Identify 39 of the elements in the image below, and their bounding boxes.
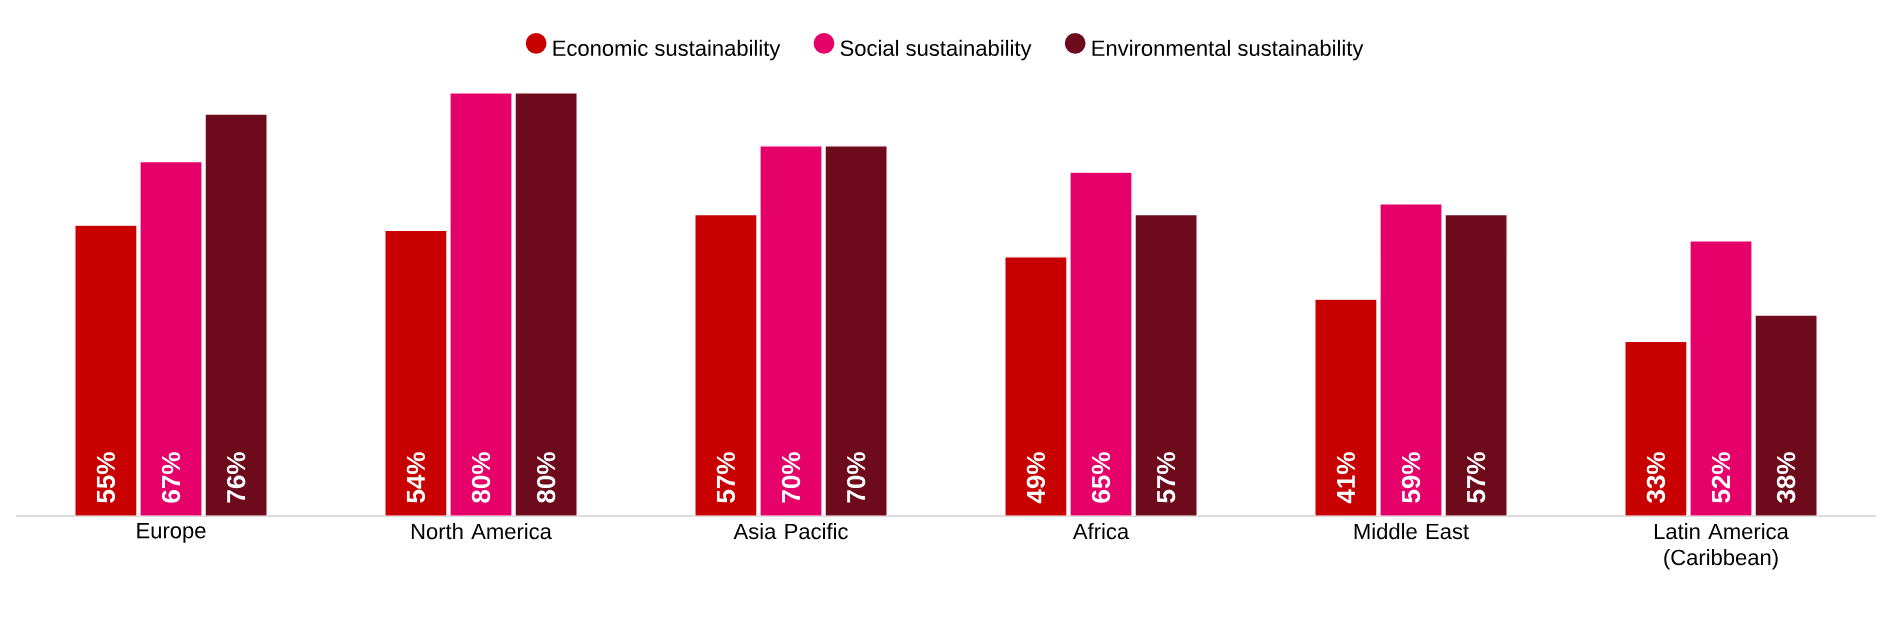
bar: [824, 145, 888, 516]
x-tick-label: Europe: [137, 523, 206, 543]
bar: [139, 161, 203, 516]
data-label: 57%: [716, 452, 736, 503]
x-tick-label: Asia Pacific: [733, 523, 848, 540]
data-label: 38%: [1776, 452, 1796, 503]
data-label: 70%: [846, 452, 866, 503]
legend-label: Environmental sustainability: [1092, 39, 1364, 61]
bar: [204, 113, 268, 516]
bar: [1754, 314, 1818, 516]
bar: [1444, 213, 1508, 516]
data-label: 54%: [406, 452, 426, 503]
x-tick-label: Africa: [1072, 523, 1130, 540]
bar: [449, 92, 513, 516]
data-label: 76%: [226, 452, 246, 503]
bar: [1134, 213, 1198, 516]
bar: [1379, 203, 1443, 516]
data-label: 65%: [1091, 452, 1111, 503]
data-label: 57%: [1466, 452, 1486, 503]
data-label: 52%: [1711, 452, 1731, 503]
data-label: 55%: [96, 452, 116, 503]
legend-label: Economic sustainability: [553, 39, 781, 61]
bar: [1689, 240, 1753, 516]
data-label: 57%: [1156, 452, 1176, 503]
x-tick-label: North America: [411, 523, 552, 540]
data-label: 70%: [781, 452, 801, 503]
data-label: 59%: [1401, 452, 1421, 503]
bar: [759, 145, 823, 516]
x-tick-label: Latin America (Caribbean): [1654, 523, 1789, 570]
data-label: 80%: [536, 452, 556, 503]
bar: [1069, 171, 1133, 516]
data-label: 33%: [1646, 452, 1666, 503]
data-label: 67%: [161, 452, 181, 503]
legend-label: Social sustainability: [840, 39, 1032, 61]
bar: [514, 92, 578, 516]
data-label: 49%: [1026, 452, 1046, 504]
x-tick-label: Middle East: [1354, 523, 1469, 540]
data-label: 41%: [1336, 452, 1356, 504]
data-label: 80%: [471, 452, 491, 503]
